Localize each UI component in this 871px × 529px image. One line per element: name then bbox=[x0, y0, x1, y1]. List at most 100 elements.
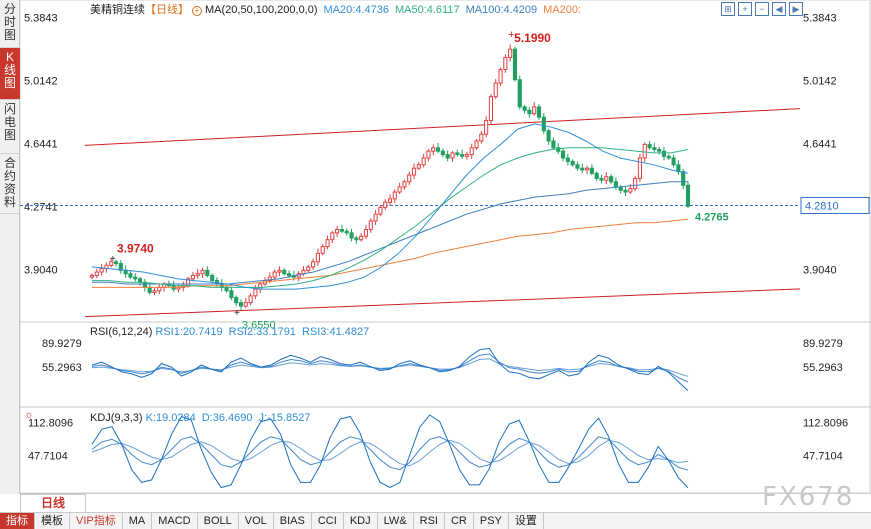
fullscreen-icon[interactable]: ⊞ bbox=[721, 2, 735, 16]
candle-body bbox=[359, 235, 364, 241]
kdj-k-line bbox=[91, 436, 689, 471]
candle-body bbox=[676, 164, 681, 173]
candle-body bbox=[637, 157, 642, 179]
kdj-title: KDJ(9,3,3) bbox=[90, 412, 143, 424]
scroll-left-icon[interactable]: ◀ bbox=[772, 2, 786, 16]
candle-body bbox=[133, 276, 138, 280]
candle-body bbox=[243, 302, 248, 307]
bottom-tab-vip[interactable]: VIP指标 bbox=[70, 513, 123, 529]
tab-contract-info[interactable]: 合约资料 bbox=[0, 154, 20, 214]
last-price-annotation: 4.2765 bbox=[695, 211, 729, 223]
chart-area[interactable]: 5.3843 5.3843 5.0142 5.0142 4.6441 4.6441 4.27… bbox=[19, 0, 871, 512]
ma200-line bbox=[92, 218, 689, 288]
zoom-out-icon[interactable]: − bbox=[755, 2, 769, 16]
candle-body bbox=[272, 271, 277, 278]
candle-body bbox=[666, 155, 671, 159]
candle-body bbox=[330, 232, 335, 241]
kdj-axis-label-left: 112.8096 bbox=[28, 418, 73, 430]
candle-body bbox=[238, 302, 244, 307]
bottom-tab-macd[interactable]: MACD bbox=[152, 513, 198, 529]
candle-body bbox=[315, 252, 320, 263]
candle-body bbox=[421, 157, 426, 166]
candle-body bbox=[623, 189, 628, 193]
bottom-tab-[interactable]: 指标 bbox=[0, 513, 35, 529]
candle-body bbox=[589, 167, 594, 174]
main-header: 美精铜连续【日线】 + MA(20,50,100,200,0,0) MA20:4.47… bbox=[90, 3, 587, 17]
rsi1-value: RSI1:20.7419 bbox=[155, 326, 223, 338]
settings-icon[interactable]: + bbox=[192, 6, 202, 16]
rsi-axis-label-left: 89.9279 bbox=[42, 338, 82, 350]
candle-body bbox=[508, 48, 513, 59]
price-axis-label-right: 5.0142 bbox=[803, 76, 837, 88]
candle-body bbox=[383, 201, 388, 208]
candle-body bbox=[661, 150, 667, 157]
current-price-badge bbox=[800, 196, 870, 214]
period-label: 【日线】 bbox=[145, 4, 189, 16]
candle-body bbox=[652, 147, 657, 150]
bottom-tab-rsi[interactable]: RSI bbox=[414, 513, 445, 529]
tab-label: 分时图 bbox=[4, 2, 17, 42]
candle-body bbox=[464, 154, 469, 157]
bottom-tab-[interactable]: 设置 bbox=[509, 513, 544, 529]
candle-body bbox=[349, 232, 354, 239]
bottom-tab-boll[interactable]: BOLL bbox=[198, 513, 239, 529]
rsi3-value: RSI3:41.4827 bbox=[301, 326, 370, 338]
bottom-tab-psy[interactable]: PSY bbox=[474, 513, 509, 529]
scroll-right-icon[interactable]: ▶ bbox=[789, 2, 803, 16]
candle-body bbox=[560, 150, 566, 159]
tab-kline[interactable]: K线图 bbox=[0, 48, 20, 100]
candle-body bbox=[416, 164, 421, 169]
period-tab-daily[interactable]: 日线 bbox=[20, 494, 86, 512]
tab-time-share[interactable]: 分时图 bbox=[0, 0, 20, 48]
high-marker: + bbox=[508, 29, 514, 41]
candle-body bbox=[339, 228, 344, 232]
candle-body bbox=[604, 176, 609, 181]
kdj-j-line bbox=[91, 414, 689, 489]
candle-body bbox=[411, 167, 417, 176]
candle-body bbox=[613, 181, 618, 188]
tab-flash-chart[interactable]: 闪电图 bbox=[0, 100, 20, 154]
price-axis-label-left: 5.0142 bbox=[24, 76, 58, 88]
zoom-in-icon[interactable]: + bbox=[738, 2, 752, 16]
bottom-tab-kdj[interactable]: KDJ bbox=[344, 513, 378, 529]
candle-body bbox=[138, 278, 143, 283]
price-axis-label-left: 5.3843 bbox=[24, 13, 58, 25]
candle-body bbox=[402, 181, 407, 188]
bottom-tab-lw[interactable]: LW& bbox=[378, 513, 414, 529]
candle-body bbox=[633, 177, 638, 190]
kdj-d-line bbox=[91, 439, 689, 467]
bottom-tab-cci[interactable]: CCI bbox=[312, 513, 344, 529]
kdj-d-value: D:36.4690 bbox=[201, 412, 253, 424]
chart-canvas[interactable]: 5.3843 5.3843 5.0142 5.0142 4.6441 4.6441 4.27… bbox=[19, 0, 871, 508]
candle-body bbox=[378, 206, 383, 215]
candle-body bbox=[484, 120, 489, 135]
price-axis-label-left: 3.9040 bbox=[24, 265, 58, 277]
candle-body bbox=[320, 246, 325, 254]
bottom-tab-vol[interactable]: VOL bbox=[239, 513, 274, 529]
bottom-tab-bias[interactable]: BIAS bbox=[274, 513, 312, 529]
candle-body bbox=[498, 68, 503, 84]
bottom-tab-ma[interactable]: MA bbox=[123, 513, 153, 529]
rsi-title: RSI(6,12,24) bbox=[90, 326, 153, 338]
indicator-tab-bar: 指标 模板 VIP指标 MA MACD BOLL VOL BIAS CCI KDJ LW& RSI CR… bbox=[0, 512, 871, 529]
candle-body bbox=[541, 116, 546, 132]
kdj-settings-icon[interactable]: ☼ bbox=[24, 409, 35, 421]
candle-body bbox=[113, 261, 119, 265]
candle-body bbox=[282, 269, 287, 275]
candle-body bbox=[570, 160, 575, 166]
candle-body bbox=[407, 174, 412, 183]
candle-body bbox=[609, 176, 614, 183]
kdj-k-value: K:19.0284 bbox=[145, 412, 196, 424]
candle-body bbox=[195, 273, 200, 276]
ma20-value: MA20:4.4736 bbox=[323, 4, 389, 16]
bottom-tab-cr[interactable]: CR bbox=[445, 513, 474, 529]
trend-line-lower bbox=[84, 288, 801, 318]
candle-body bbox=[306, 266, 311, 271]
bottom-tab-[interactable]: 模板 bbox=[35, 513, 70, 529]
candle-body bbox=[450, 152, 455, 159]
candle-body bbox=[392, 191, 397, 200]
ma-params: MA(20,50,100,200,0,0) bbox=[205, 4, 318, 16]
candle-body bbox=[546, 130, 551, 142]
kdj-axis-label-right: 112.8096 bbox=[803, 418, 848, 430]
tab-label: K线图 bbox=[4, 50, 17, 90]
